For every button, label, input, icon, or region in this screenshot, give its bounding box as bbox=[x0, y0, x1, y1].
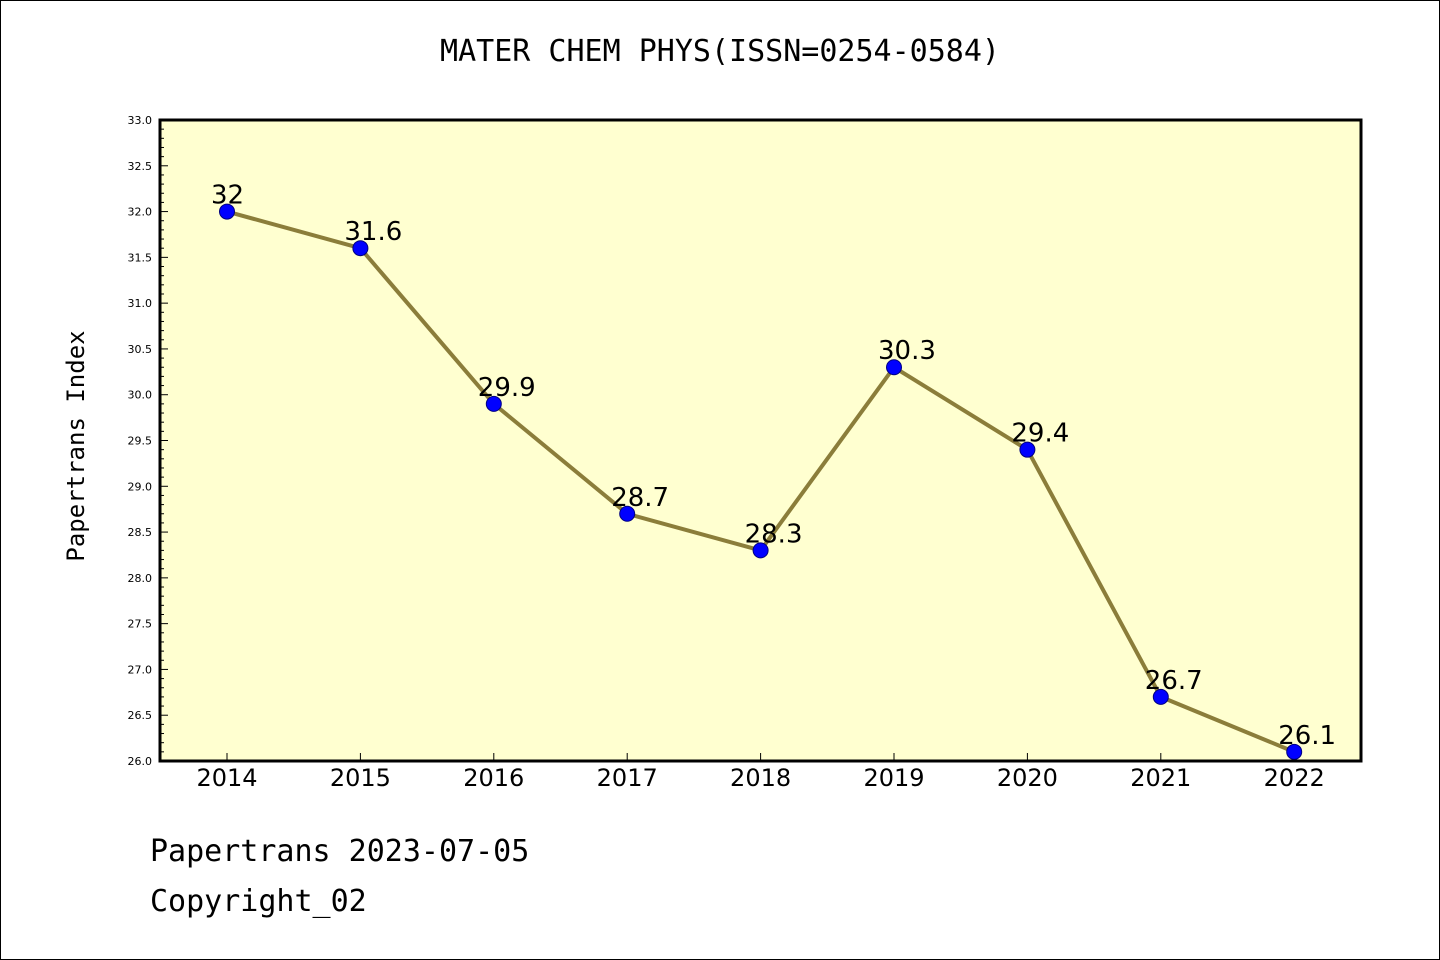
plot-border bbox=[158, 118, 1363, 763]
data-label: 28.3 bbox=[745, 519, 803, 549]
y-tick-label: 31.5 bbox=[128, 251, 153, 264]
x-tick-label: 2019 bbox=[863, 764, 924, 792]
footer-copyright: Copyright_02 bbox=[150, 884, 367, 919]
data-point bbox=[1019, 441, 1036, 458]
x-tick-label: 2016 bbox=[463, 764, 524, 792]
plot-area bbox=[160, 120, 1361, 761]
y-tick-label: 29.0 bbox=[128, 480, 153, 493]
y-tick-label: 26.5 bbox=[128, 709, 153, 722]
y-tick-label: 27.5 bbox=[128, 618, 153, 631]
data-label: 32 bbox=[211, 181, 244, 211]
y-tick-label: 31.0 bbox=[128, 297, 153, 310]
y-tick-label: 32.5 bbox=[128, 160, 153, 173]
data-point bbox=[619, 505, 636, 522]
data-labels: 32 31.6 29.9 28.7 28.3 30.3 29.4 26.7 26.1 bbox=[211, 181, 1336, 751]
x-tick-label: 2014 bbox=[196, 764, 257, 792]
footer-source-date: Papertrans 2023-07-05 bbox=[150, 834, 530, 869]
data-point bbox=[886, 359, 902, 376]
data-label: 30.3 bbox=[878, 336, 936, 366]
x-tick-label: 2015 bbox=[330, 764, 391, 792]
data-point bbox=[352, 240, 369, 257]
y-tick-label: 26.0 bbox=[128, 755, 153, 768]
y-tick-label: 30.0 bbox=[128, 389, 153, 402]
data-point bbox=[485, 395, 502, 412]
x-tick-label: 2021 bbox=[1130, 764, 1191, 792]
x-axis-ticks: 2014 2015 2016 2017 2018 2019 2020 2021 2022 bbox=[196, 753, 1325, 792]
data-markers bbox=[219, 203, 1303, 760]
data-label: 28.7 bbox=[611, 483, 669, 513]
data-point bbox=[752, 542, 769, 559]
y-tick-label: 32.0 bbox=[128, 206, 153, 219]
y-axis-ticks: 26.0 26.5 27.0 27.5 28.0 28.5 29.0 29.5 30.0 30.5… bbox=[128, 114, 168, 768]
y-tick-label: 33.0 bbox=[128, 114, 153, 127]
x-tick-label: 2020 bbox=[997, 764, 1058, 792]
chart-title: MATER CHEM PHYS(ISSN=0254-0584) bbox=[440, 34, 1000, 69]
data-point bbox=[219, 203, 235, 220]
data-label: 31.6 bbox=[344, 217, 402, 247]
data-label: 29.4 bbox=[1011, 419, 1069, 449]
data-label: 26.7 bbox=[1145, 666, 1203, 696]
x-tick-label: 2017 bbox=[597, 764, 658, 792]
data-label: 26.1 bbox=[1278, 721, 1336, 751]
data-point bbox=[1286, 743, 1303, 760]
y-tick-label: 28.0 bbox=[128, 572, 153, 585]
x-tick-label: 2018 bbox=[730, 764, 791, 792]
y-tick-label: 27.0 bbox=[128, 663, 153, 676]
y-tick-label: 30.5 bbox=[128, 343, 153, 356]
data-label: 29.9 bbox=[478, 373, 536, 403]
data-point bbox=[1152, 688, 1169, 705]
x-tick-label: 2022 bbox=[1264, 764, 1325, 792]
y-tick-label: 28.5 bbox=[128, 526, 153, 539]
y-tick-label: 29.5 bbox=[128, 435, 153, 448]
